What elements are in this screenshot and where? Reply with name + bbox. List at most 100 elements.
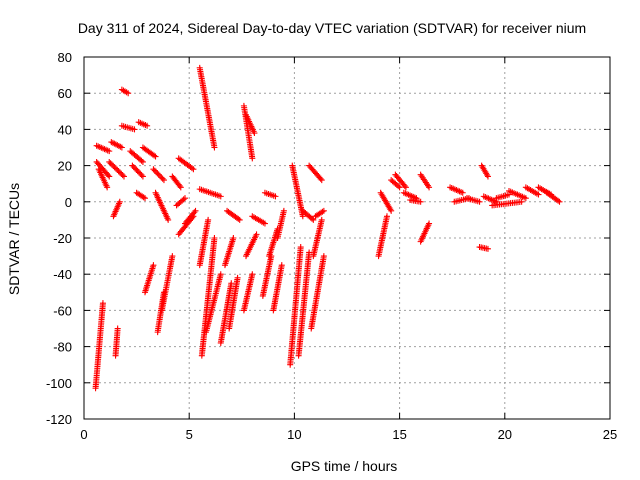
data-point xyxy=(157,173,164,180)
data-point xyxy=(555,197,562,204)
data-point xyxy=(144,122,151,129)
data-point xyxy=(120,173,127,180)
data-point xyxy=(132,165,139,172)
data-point xyxy=(235,215,242,222)
data-point xyxy=(104,184,111,191)
data-point xyxy=(99,300,106,307)
data-point xyxy=(135,169,142,176)
data-point xyxy=(160,177,167,184)
y-tick-label: 20 xyxy=(58,159,72,174)
data-point xyxy=(142,195,149,202)
data-point xyxy=(106,148,113,155)
data-point xyxy=(139,158,146,165)
data-point xyxy=(217,271,224,278)
data-point xyxy=(484,173,491,180)
data-point xyxy=(190,166,197,173)
data-point xyxy=(152,153,159,160)
data-point xyxy=(180,196,187,203)
data-point xyxy=(150,166,157,173)
data-point xyxy=(176,182,183,189)
data-point xyxy=(318,216,325,223)
data-point xyxy=(177,184,184,191)
data-point xyxy=(114,325,121,332)
data-point xyxy=(129,162,136,169)
data-point xyxy=(228,280,235,287)
data-point xyxy=(522,195,529,202)
data-point xyxy=(108,161,115,168)
data-point xyxy=(278,262,285,269)
data-point xyxy=(317,175,324,182)
data-point xyxy=(320,253,327,260)
data-point xyxy=(151,152,158,159)
data-point xyxy=(131,126,138,133)
data-point xyxy=(402,184,409,191)
data-point xyxy=(181,195,188,202)
chart-title: Day 311 of 2024, Sidereal Day-to-day VTE… xyxy=(78,20,586,36)
data-point xyxy=(105,172,112,179)
data-point xyxy=(236,216,243,223)
y-tick-label: -40 xyxy=(53,267,72,282)
x-tick-label: 15 xyxy=(392,427,406,442)
data-point xyxy=(138,172,145,179)
data-point xyxy=(383,213,390,220)
data-point xyxy=(155,171,162,178)
data-point xyxy=(556,198,563,205)
x-tick-label: 25 xyxy=(603,427,617,442)
data-point xyxy=(112,165,119,172)
data-point xyxy=(118,144,125,151)
data-point xyxy=(396,184,403,191)
data-point xyxy=(401,182,408,189)
data-point xyxy=(249,271,256,278)
data-point xyxy=(139,173,146,180)
data-point xyxy=(169,253,176,260)
data-point xyxy=(107,160,114,167)
data-point xyxy=(205,216,212,223)
data-point xyxy=(484,245,491,252)
data-point xyxy=(134,168,141,175)
data-point xyxy=(106,158,113,165)
data-point xyxy=(476,198,483,205)
data-point xyxy=(280,207,287,214)
data-point xyxy=(140,194,147,201)
y-tick-label: -20 xyxy=(53,231,72,246)
data-point xyxy=(106,173,113,180)
y-axis-label: SDTVAR / TECUs xyxy=(6,183,22,295)
y-tick-label: 40 xyxy=(58,122,72,137)
data-point xyxy=(110,162,117,169)
data-point xyxy=(230,235,237,241)
data-point xyxy=(137,170,144,177)
y-tick-label: 0 xyxy=(65,195,72,210)
data-point xyxy=(249,155,256,162)
grid xyxy=(84,57,610,419)
data-point xyxy=(133,166,140,173)
data-point xyxy=(388,207,395,214)
data-point xyxy=(518,198,525,205)
data-point xyxy=(153,168,160,175)
data-point xyxy=(417,198,424,205)
y-tick-label: 60 xyxy=(58,86,72,101)
data-point xyxy=(234,274,241,281)
data-point xyxy=(395,183,402,190)
data-point xyxy=(138,157,145,164)
plot-frame xyxy=(83,56,611,420)
data-point xyxy=(154,170,161,177)
data-point xyxy=(111,164,118,171)
data-point xyxy=(320,207,327,214)
data-point xyxy=(116,169,123,176)
data-point xyxy=(211,235,218,241)
data-point xyxy=(159,175,166,182)
data-point xyxy=(306,249,313,256)
data-point xyxy=(261,220,268,227)
x-tick-label: 10 xyxy=(287,427,301,442)
data-point xyxy=(309,215,316,222)
x-tick-label: 0 xyxy=(80,427,87,442)
data-point xyxy=(251,130,258,137)
data-point xyxy=(125,90,132,97)
data-point xyxy=(211,144,218,151)
x-tick-label: 5 xyxy=(186,427,193,442)
data-point xyxy=(426,184,433,191)
data-point xyxy=(310,216,317,223)
y-tick-label: -100 xyxy=(46,376,72,391)
y-tick-label: -80 xyxy=(53,340,72,355)
data-point xyxy=(119,172,126,179)
